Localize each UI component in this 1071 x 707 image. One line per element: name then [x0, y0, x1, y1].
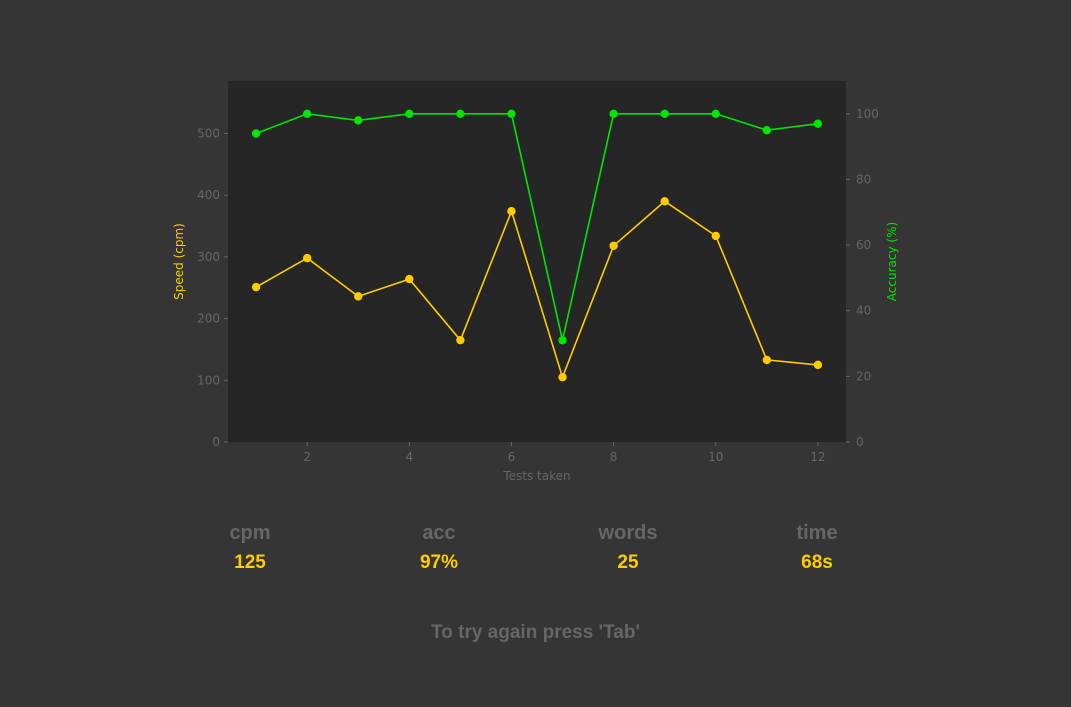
x-tick-label: 6 — [508, 450, 516, 464]
y-left-axis-label: Speed (cpm) — [172, 223, 186, 300]
stat-time-value: 68s — [801, 552, 833, 573]
y-right-tick-label: 20 — [856, 369, 871, 383]
stat-words: words 25 — [558, 520, 698, 576]
speed-point — [762, 355, 772, 365]
speed-point — [507, 207, 516, 216]
x-tick-label: 10 — [708, 450, 723, 464]
speed-point — [302, 253, 312, 263]
accuracy-point — [660, 109, 669, 119]
try-again-hint: To try again press 'Tab' — [431, 622, 640, 643]
x-axis-label: Tests taken — [502, 469, 570, 483]
accuracy-point — [354, 116, 363, 125]
y-right-tick-label: 60 — [856, 238, 871, 252]
x-tick-label: 2 — [303, 450, 311, 464]
stat-words-label: words — [598, 522, 658, 544]
y-left-tick-label: 400 — [197, 188, 220, 202]
y-right-tick-label: 80 — [856, 172, 871, 186]
stat-time-label: time — [796, 522, 838, 544]
accuracy-point — [302, 109, 312, 119]
speed-line — [255, 200, 818, 380]
accuracy-point — [456, 109, 465, 119]
stat-time: time 68s — [747, 520, 887, 576]
y-right-tick-label: 0 — [856, 435, 864, 449]
x-tick-label: 4 — [405, 450, 413, 464]
accuracy-point — [405, 109, 414, 119]
accuracy-point — [711, 109, 720, 119]
speed-point — [660, 197, 669, 206]
accuracy-point — [251, 129, 261, 138]
stat-cpm: cpm 125 — [180, 520, 320, 576]
x-tick-label: 8 — [610, 450, 618, 464]
speed-point — [354, 292, 363, 301]
y-right-tick-label: 40 — [856, 304, 871, 318]
stat-acc: acc 97% — [369, 520, 509, 576]
accuracy-point — [507, 109, 516, 119]
plot-area — [228, 81, 846, 442]
y-left-tick-label: 0 — [212, 435, 220, 449]
accuracy-point — [558, 336, 567, 345]
accuracy-point — [813, 119, 823, 128]
speed-point — [405, 274, 414, 284]
speed-point — [456, 335, 465, 345]
y-left-tick-label: 300 — [197, 250, 220, 264]
stat-words-value: 25 — [617, 552, 639, 573]
stat-cpm-label: cpm — [229, 522, 271, 544]
speed-point — [251, 282, 261, 292]
stat-acc-value: 97% — [419, 552, 459, 573]
speed-point — [813, 360, 823, 370]
y-left-tick-label: 100 — [197, 373, 220, 387]
x-tick-label: 12 — [810, 450, 825, 464]
speed-point — [558, 373, 567, 382]
accuracy-point — [762, 126, 772, 135]
stat-acc-label: acc — [422, 522, 456, 544]
y-right-tick-label: 100 — [856, 107, 879, 121]
accuracy-line — [255, 112, 819, 341]
accuracy-point — [609, 109, 618, 119]
stat-cpm-value: 125 — [234, 552, 266, 573]
speed-point — [711, 231, 720, 241]
y-right-axis-label: Accuracy (%) — [885, 222, 899, 301]
y-left-tick-label: 200 — [197, 312, 220, 326]
speed-point — [609, 241, 618, 250]
y-left-tick-label: 500 — [197, 126, 220, 140]
results-chart: 2 4 6 8 10 12 Tests taken 0 100 200 300 400 500 0 20 40… — [172, 81, 899, 483]
